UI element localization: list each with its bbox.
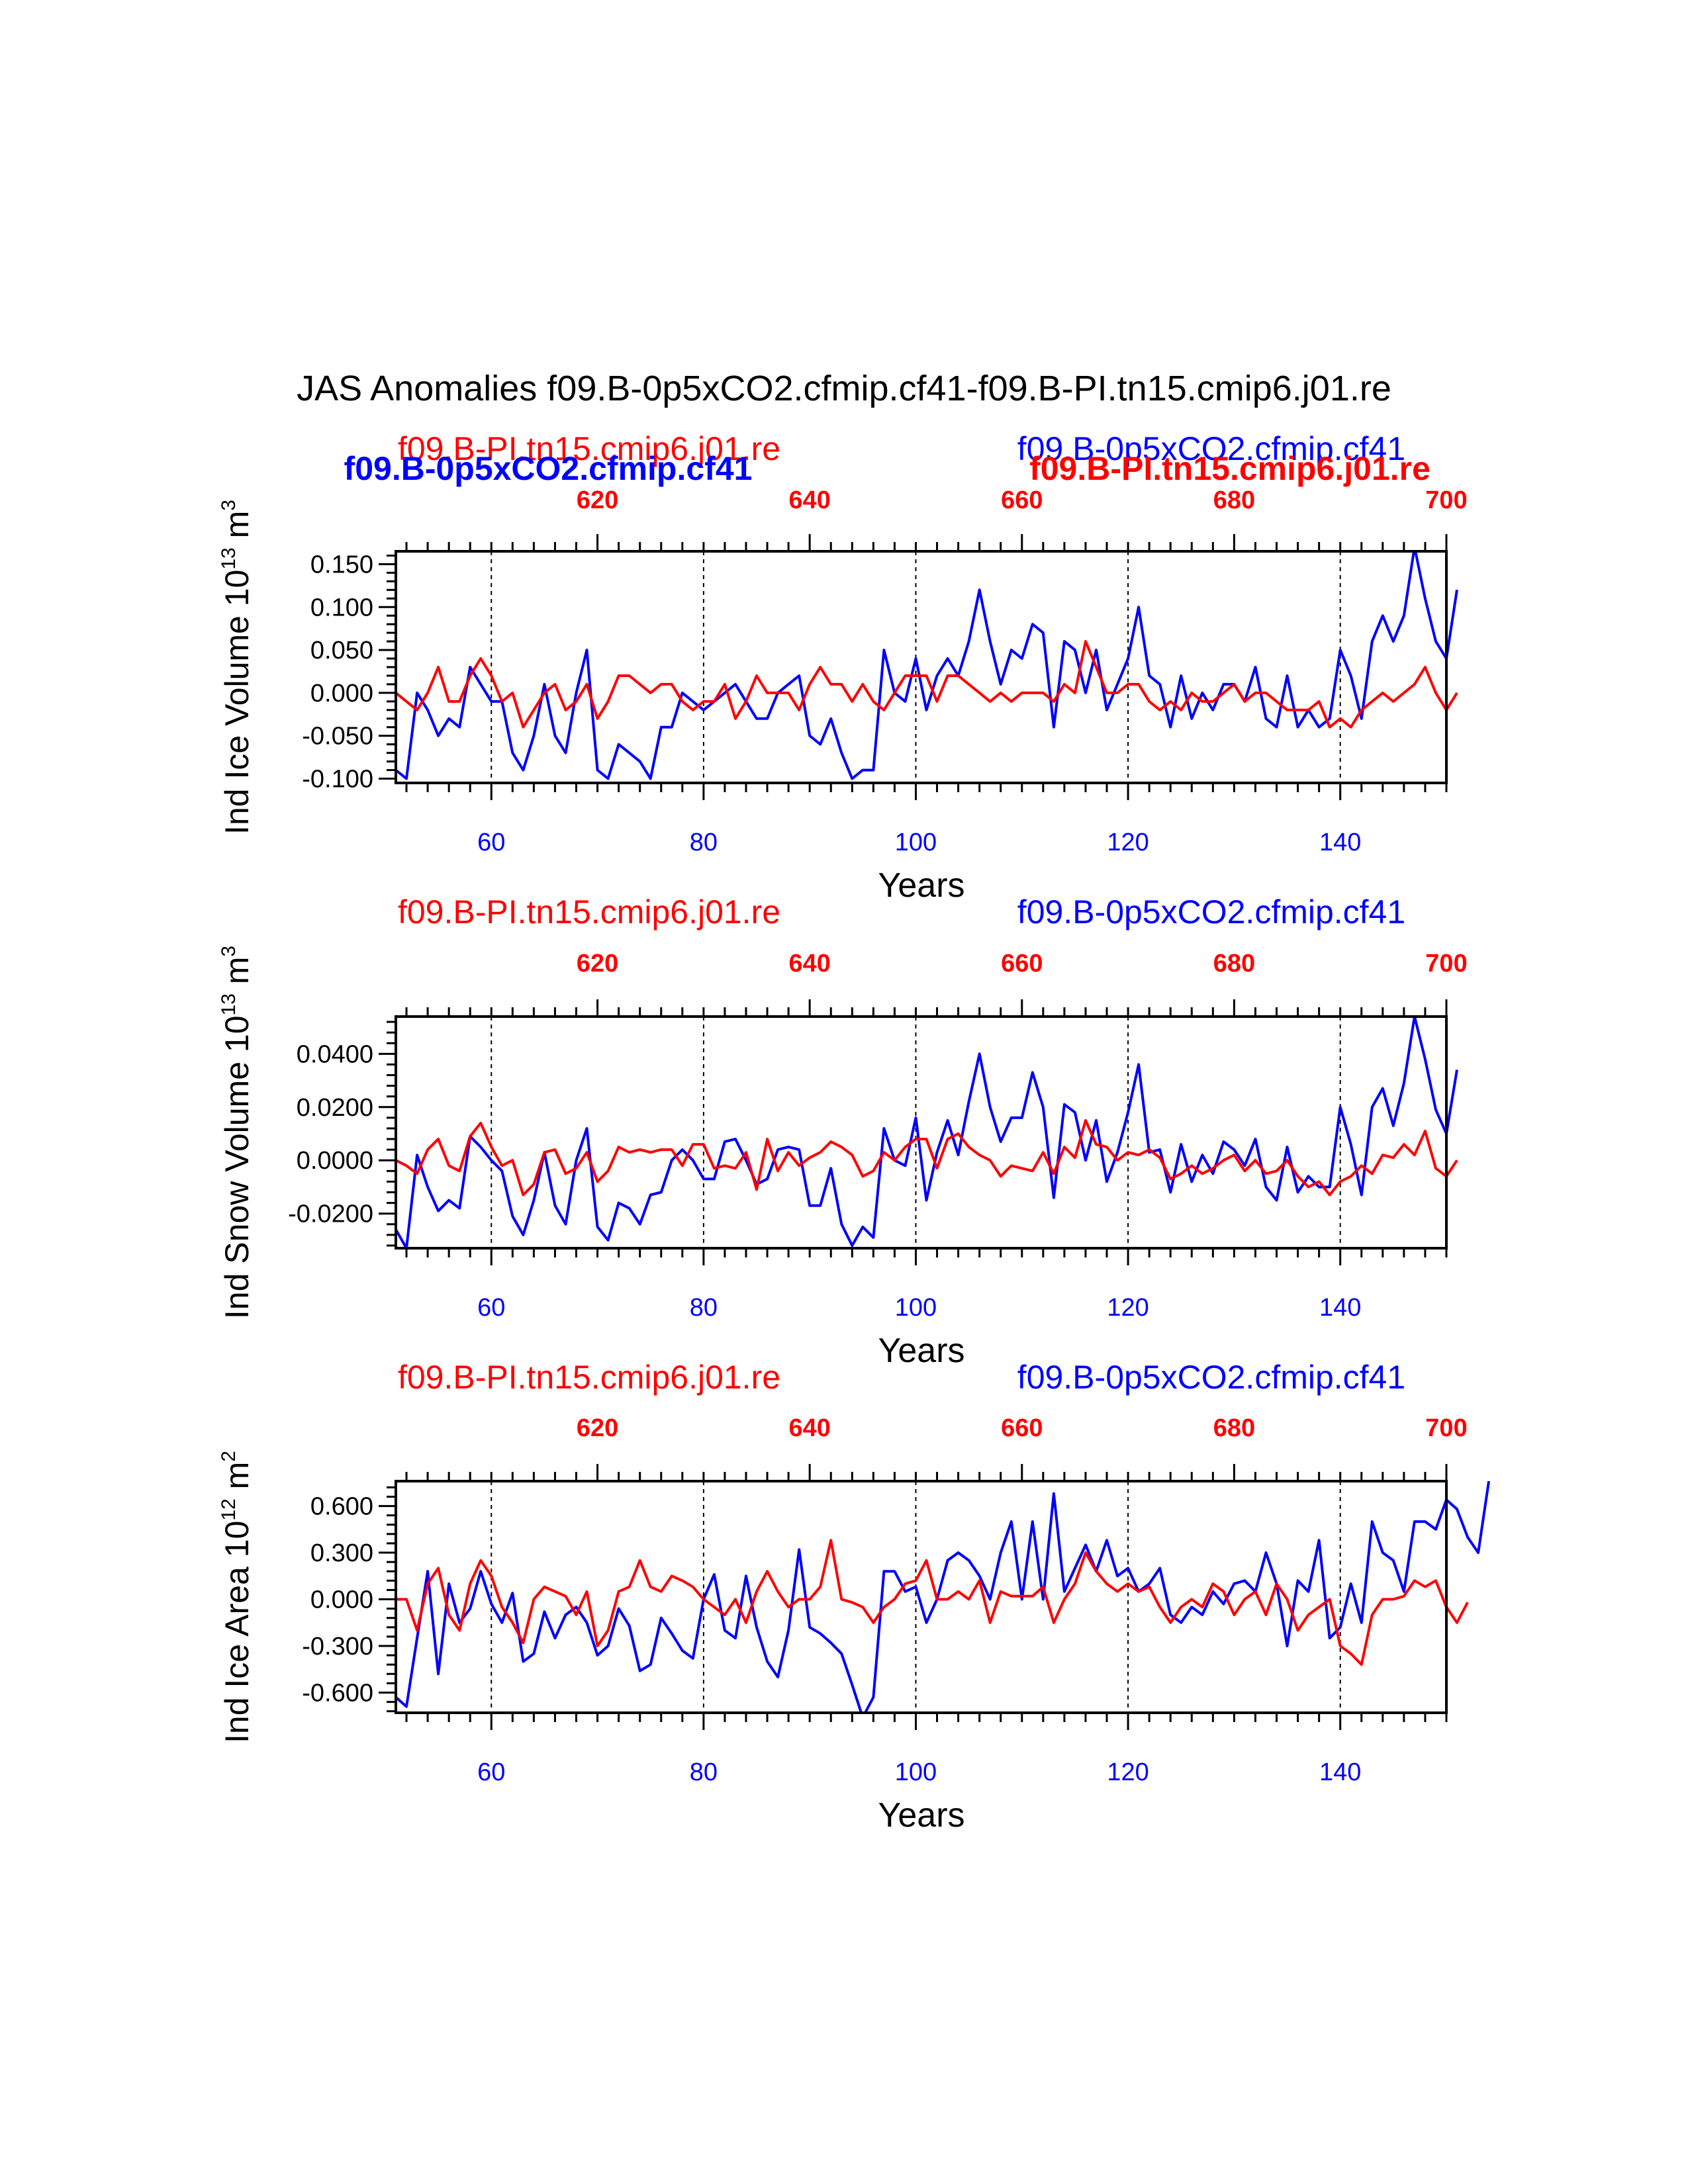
top-x-tick-label: 680: [1213, 486, 1255, 514]
y-tick-label: 0.0200: [297, 1094, 373, 1122]
clip-mask: [393, 1248, 1450, 1268]
y-axis-label-part: Ind Ice Area 10: [218, 1521, 256, 1743]
x-tick-label: 60: [477, 1294, 505, 1322]
y-tick-label: 0.0000: [297, 1147, 373, 1175]
y-axis-label-superscript: 13: [218, 547, 240, 569]
clip-mask: [393, 1461, 1450, 1481]
plot-frame: [395, 1015, 1448, 1250]
x-tick-label: 60: [477, 1758, 505, 1786]
x-axis-label: Years: [878, 1796, 964, 1835]
x-tick-label: 140: [1319, 829, 1361, 856]
top-x-tick-label: 700: [1425, 1414, 1467, 1442]
x-tick-label: 100: [895, 1758, 937, 1786]
y-tick-label: -0.300: [302, 1633, 373, 1661]
clip-mask: [393, 997, 1450, 1017]
top-x-tick-label: 620: [577, 950, 618, 978]
case-label-blue: f09.B-0p5xCO2.cfmip.cf41: [1017, 430, 1405, 467]
top-x-tick-label: 700: [1425, 486, 1467, 514]
series-line-red: [395, 640, 1458, 729]
y-axis-label: Ind Snow Volume 1013 m3: [218, 946, 256, 1319]
y-axis-label-part: m: [218, 511, 256, 548]
top-x-tick-label: 640: [788, 950, 830, 978]
top-x-tick-label: 660: [1001, 486, 1043, 514]
y-tick-label: 0.300: [310, 1539, 373, 1567]
y-tick-label: 0.0400: [297, 1040, 373, 1068]
x-tick-label: 100: [895, 829, 937, 856]
x-tick-label: 80: [690, 1294, 718, 1322]
y-tick-label: 0.150: [310, 551, 373, 578]
x-tick-label: 120: [1107, 829, 1149, 856]
clip-mask: [393, 783, 1450, 803]
x-tick-label: 120: [1107, 1758, 1149, 1786]
y-axis-label-part: m: [218, 1462, 256, 1499]
top-x-tick-label: 640: [788, 1414, 830, 1442]
x-axis-label: Years: [878, 866, 964, 905]
chart-panel-3: Ind Ice Area 1012 m2: [218, 1451, 1491, 1743]
top-x-tick-label: 620: [577, 486, 618, 514]
case-label-red: f09.B-PI.tn15.cmip6.j01.re: [398, 1359, 780, 1396]
y-tick-label: -0.600: [302, 1679, 373, 1707]
y-axis-label-superscript: 3: [218, 500, 240, 511]
y-axis-label-superscript: 3: [218, 946, 240, 957]
y-tick-label: 0.000: [310, 1586, 373, 1614]
chart-panel-1: Ind Ice Volume 1013 m3: [218, 500, 1458, 835]
series-line-red: [395, 1118, 1458, 1197]
x-tick-label: 80: [690, 829, 718, 856]
x-tick-label: 60: [477, 829, 505, 856]
top-x-tick-label: 660: [1001, 950, 1043, 978]
y-axis-label: Ind Ice Volume 1013 m3: [218, 500, 256, 835]
figure-title: JAS Anomalies f09.B-0p5xCO2.cfmip.cf41-f…: [297, 369, 1391, 408]
y-tick-label: -0.050: [302, 723, 373, 751]
chart-panel-2: Ind Snow Volume 1013 m3: [218, 946, 1458, 1319]
x-tick-label: 80: [690, 1758, 718, 1786]
clip-mask: [393, 1713, 1450, 1733]
case-label-red: f09.B-PI.tn15.cmip6.j01.re: [398, 893, 780, 931]
x-tick-label: 100: [895, 1294, 937, 1322]
y-axis-label: Ind Ice Area 1012 m2: [218, 1451, 256, 1743]
top-x-tick-label: 680: [1213, 1414, 1255, 1442]
clip-mask: [393, 531, 1450, 551]
y-axis-label-superscript: 12: [218, 1498, 240, 1520]
series-line-red: [396, 1539, 1469, 1666]
top-x-tick-label: 620: [577, 1414, 618, 1442]
case-label-red: f09.B-PI.tn15.cmip6.j01.re: [398, 430, 780, 467]
plot-frame: [395, 1480, 1448, 1714]
y-tick-label: 0.100: [310, 594, 373, 621]
overlay-red-bold-label: f09.B-PI.tn15.cmip6.j01.re: [1029, 450, 1430, 487]
top-x-tick-label: 700: [1425, 950, 1467, 978]
series-line-blue: [395, 545, 1458, 780]
y-axis-label-superscript: 13: [218, 993, 240, 1015]
x-tick-label: 120: [1107, 1294, 1149, 1322]
y-tick-label: 0.050: [310, 637, 373, 664]
case-label-blue: f09.B-0p5xCO2.cfmip.cf41: [1017, 893, 1405, 931]
y-axis-label-part: Ind Ice Volume 10: [218, 570, 256, 835]
y-axis-label-part: Ind Snow Volume 10: [218, 1015, 256, 1319]
case-label-blue: f09.B-0p5xCO2.cfmip.cf41: [1017, 1359, 1405, 1396]
y-axis-label-superscript: 2: [218, 1451, 240, 1462]
overlay-blue-bold-label: f09.B-0p5xCO2.cfmip.cf41: [344, 450, 753, 487]
y-tick-label: 0.600: [310, 1493, 373, 1521]
top-x-tick-label: 660: [1001, 1414, 1043, 1442]
x-tick-label: 140: [1319, 1294, 1361, 1322]
series-line-blue: [395, 1015, 1458, 1250]
top-x-tick-label: 640: [788, 486, 830, 514]
y-tick-label: -0.100: [302, 766, 373, 794]
top-x-tick-label: 680: [1213, 950, 1255, 978]
x-tick-label: 140: [1319, 1758, 1361, 1786]
y-tick-label: 0.000: [310, 680, 373, 707]
x-axis-label: Years: [878, 1332, 964, 1370]
y-tick-label: -0.0200: [288, 1201, 373, 1228]
plot-frame: [395, 550, 1448, 784]
y-axis-label-part: m: [218, 957, 256, 994]
